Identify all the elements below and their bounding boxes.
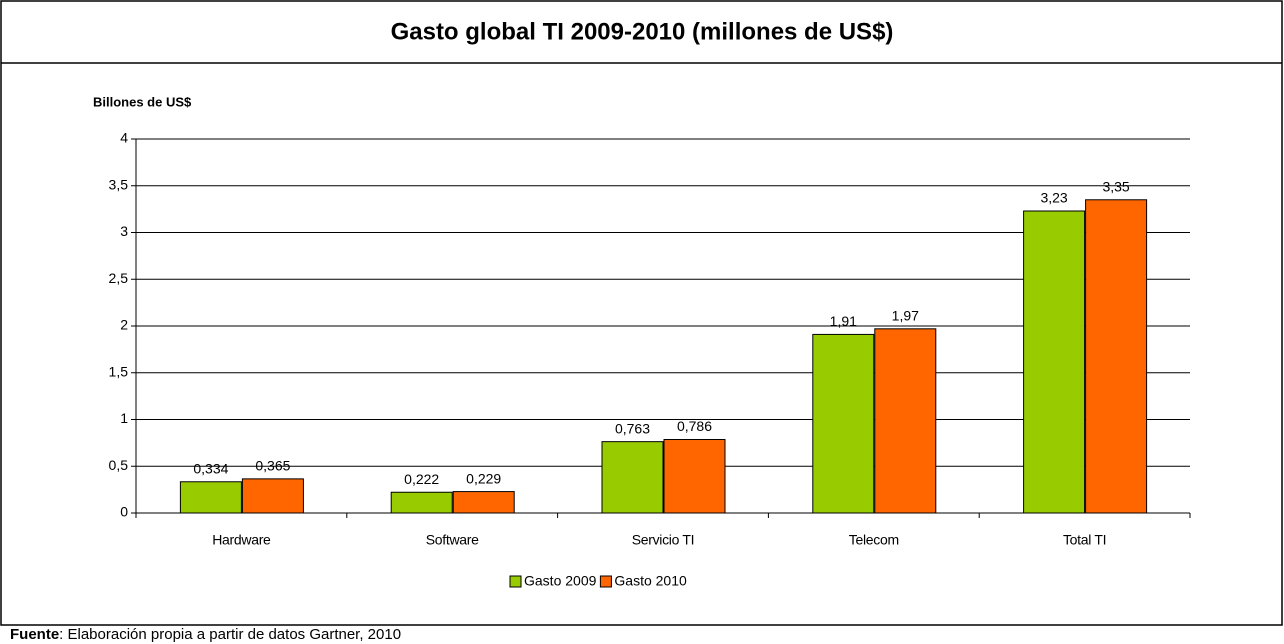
x-tick-label: Software (426, 532, 479, 548)
bar (1023, 210, 1086, 514)
y-tick-label: 3 (120, 223, 128, 239)
x-tick-label: Servicio TI (632, 532, 695, 548)
value-label: 0,334 (193, 460, 228, 476)
value-label: 0,222 (404, 471, 439, 487)
x-tick-label: Total TI (1063, 532, 1106, 548)
source-text: : Elaboración propia a partir de datos G… (59, 626, 401, 643)
y-tick-label: 0,5 (109, 457, 129, 473)
bar (241, 478, 304, 514)
y-tick-label: 3,5 (109, 176, 129, 192)
bar (452, 491, 515, 514)
legend-label: Gasto 2009 (524, 573, 597, 589)
value-label: 0,229 (466, 470, 501, 486)
bar (812, 333, 875, 514)
bar (601, 441, 664, 514)
legend-swatch (599, 575, 612, 588)
bar (1085, 199, 1148, 514)
value-label: 1,91 (830, 313, 857, 329)
y-tick-label: 1,5 (109, 363, 129, 379)
bar (179, 481, 242, 514)
y-tick-label: 2,5 (109, 270, 129, 286)
value-label: 3,23 (1040, 190, 1067, 206)
y-tick-label: 0 (120, 504, 128, 520)
x-tick-label: Telecom (849, 532, 899, 548)
source-note: Fuente: Elaboración propia a partir de d… (10, 626, 401, 643)
bar (663, 439, 726, 514)
chart-title: Gasto global TI 2009-2010 (millones de U… (391, 18, 894, 45)
frame (0, 0, 1283, 626)
value-label: 0,365 (255, 458, 290, 474)
bar (390, 491, 453, 514)
value-label: 1,97 (892, 308, 919, 324)
value-label: 3,35 (1102, 178, 1129, 194)
source-label: Fuente (10, 626, 59, 643)
value-label: 0,763 (615, 420, 650, 436)
y-tick-label: 2 (120, 317, 128, 333)
legend-label: Gasto 2010 (614, 573, 687, 589)
x-tick-label: Hardware (212, 532, 271, 548)
y-tick-label: 1 (120, 410, 128, 426)
y-tick-label: 4 (120, 130, 128, 146)
value-label: 0,786 (677, 418, 712, 434)
bar (874, 328, 937, 514)
legend-swatch (509, 575, 522, 588)
y-axis-label: Billones de US$ (93, 94, 192, 109)
